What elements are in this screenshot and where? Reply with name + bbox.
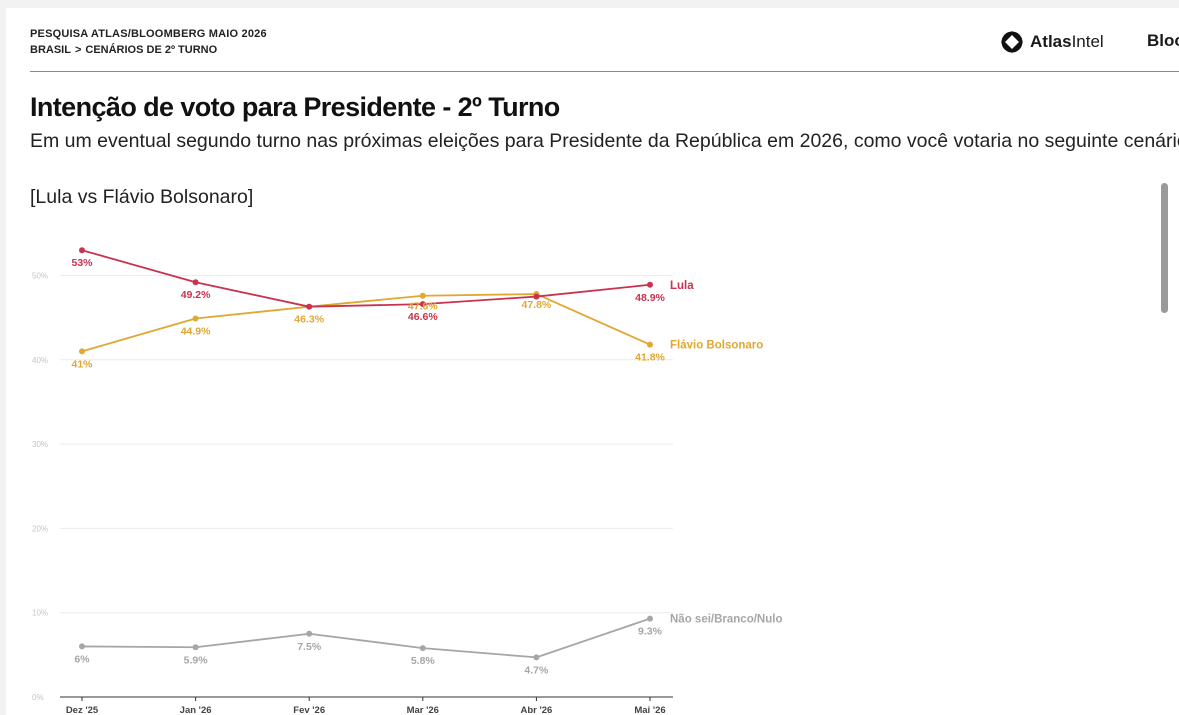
brand-name: AtlasIntel <box>1030 32 1104 51</box>
data-point[interactable] <box>647 615 653 622</box>
data-label: 7.5% <box>297 641 322 653</box>
data-point[interactable] <box>79 247 85 254</box>
atlasintel-logo-icon <box>1001 31 1023 53</box>
data-point[interactable] <box>533 293 540 300</box>
data-label: 46.6% <box>408 311 438 323</box>
data-label: 49.2% <box>181 289 211 301</box>
data-point[interactable] <box>192 279 199 286</box>
survey-title: PESQUISA ATLAS/BLOOMBERG MAIO 2026 <box>30 28 267 40</box>
series-label-0: Lula <box>670 280 694 292</box>
data-label: 41.8% <box>635 352 665 364</box>
y-tick-label: 0% <box>32 693 44 702</box>
y-tick-label: 40% <box>32 356 48 365</box>
data-label: 46.3% <box>294 314 324 326</box>
data-label: 41% <box>71 358 93 370</box>
data-label: 53% <box>71 257 93 269</box>
data-label: 9.3% <box>638 626 663 638</box>
series-label-2: Não sei/Branco/Nulo <box>670 614 782 626</box>
report-header: PESQUISA ATLAS/BLOOMBERG MAIO 2026 BRASI… <box>30 28 1179 72</box>
series-line-2 <box>81 617 651 659</box>
data-point[interactable] <box>79 348 85 355</box>
y-tick-label: 30% <box>32 440 48 449</box>
data-point[interactable] <box>419 301 426 308</box>
breadcrumb-country[interactable]: BRASIL <box>30 44 71 56</box>
series-line-1 <box>81 293 651 353</box>
x-tick-label: Jan '26 <box>180 705 212 715</box>
data-point[interactable] <box>419 292 426 299</box>
data-point[interactable] <box>306 630 313 637</box>
partner-brand: Bloo <box>1147 31 1179 50</box>
y-tick-label: 20% <box>32 524 48 533</box>
breadcrumb-section[interactable]: CENÁRIOS DE 2º TURNO <box>85 44 218 56</box>
breadcrumb-separator: > <box>74 44 82 56</box>
x-tick-label: Fev '26 <box>293 705 325 715</box>
atlasintel-brand: AtlasIntel <box>1000 30 1104 54</box>
data-label: 5.9% <box>184 654 209 666</box>
data-label: 4.7% <box>524 664 549 676</box>
x-tick-label: Dez '25 <box>66 705 99 715</box>
scenario-label: [Lula vs Flávio Bolsonaro] <box>30 186 254 208</box>
y-tick-label: 10% <box>32 609 48 618</box>
data-point[interactable] <box>306 303 313 310</box>
data-label: 47.8% <box>522 299 552 311</box>
series-label-1: Flávio Bolsonaro <box>670 340 763 352</box>
data-point[interactable] <box>533 654 540 661</box>
data-label: 48.9% <box>635 292 665 304</box>
series-line-0 <box>81 249 651 308</box>
x-tick-label: Abr '26 <box>520 705 552 715</box>
chart-subtitle: Em um eventual segundo turno nas próxima… <box>30 130 1179 152</box>
report-page: PESQUISA ATLAS/BLOOMBERG MAIO 2026 BRASI… <box>6 8 1179 715</box>
x-tick-label: Mai '26 <box>634 705 665 715</box>
data-label: 47.6% <box>408 301 438 313</box>
breadcrumb: BRASIL > CENÁRIOS DE 2º TURNO <box>30 44 217 56</box>
scrollbar-thumb[interactable] <box>1161 183 1168 313</box>
data-point[interactable] <box>647 341 653 348</box>
data-point[interactable] <box>192 644 199 651</box>
data-point[interactable] <box>192 315 199 322</box>
data-point[interactable] <box>419 645 426 652</box>
data-label: 44.9% <box>181 325 211 337</box>
x-tick-label: Mar '26 <box>407 705 439 715</box>
data-label: 5.8% <box>411 655 436 667</box>
data-label: 6% <box>74 653 90 665</box>
data-point[interactable] <box>79 643 85 650</box>
line-chart: 0% 10% 20% 30% 40% 50% Dez '25 Jan '26 Fev '26 Ma… <box>32 247 782 715</box>
data-point[interactable] <box>647 281 653 288</box>
header-divider <box>30 71 1179 72</box>
y-tick-label: 50% <box>32 272 48 281</box>
chart-title: Intenção de voto para Presidente - 2º Tu… <box>30 92 560 122</box>
